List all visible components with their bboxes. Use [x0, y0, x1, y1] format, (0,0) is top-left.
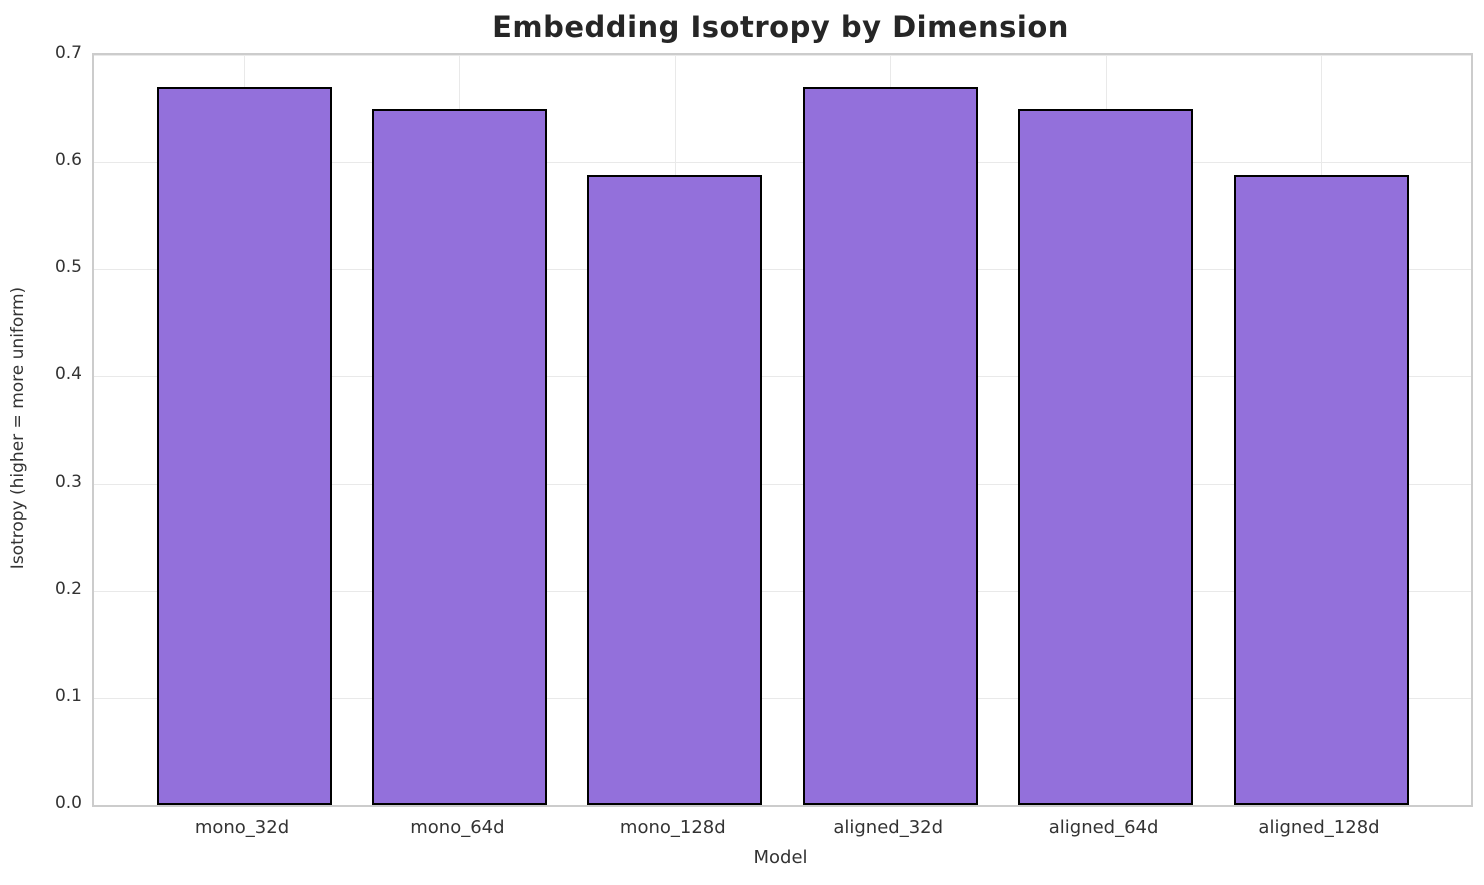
y-tick-label-0.1: 0.1 — [54, 685, 82, 706]
bar-aligned_32d — [802, 87, 978, 805]
h-gridline-0.7 — [94, 55, 1471, 56]
h-gridline-0.1 — [94, 697, 1471, 699]
y-tick-label-0.3: 0.3 — [54, 471, 82, 492]
bar-mono_64d — [371, 108, 547, 805]
y-tick-label-0.5: 0.5 — [54, 257, 82, 278]
bar-mono_128d — [587, 175, 763, 805]
bar-aligned_128d — [1233, 175, 1409, 805]
x-tick-label-aligned_32d: aligned_32d — [833, 817, 944, 838]
h-gridline-0.3 — [94, 483, 1471, 485]
y-tick-label-0.2: 0.2 — [54, 578, 82, 599]
h-gridline-0.2 — [94, 590, 1471, 592]
x-tick-label-mono_32d: mono_32d — [194, 817, 290, 838]
h-gridline-0.4 — [94, 376, 1471, 378]
h-gridline-0.5 — [94, 269, 1471, 271]
h-gridline-0.6 — [94, 162, 1471, 164]
bar-mono_32d — [156, 87, 332, 805]
y-tick-label-0.6: 0.6 — [54, 150, 82, 171]
y-tick-label-0.4: 0.4 — [54, 364, 82, 385]
x-tick-label-mono_128d: mono_128d — [619, 817, 726, 838]
plot-area — [92, 53, 1473, 807]
x-axis-label: Model — [753, 847, 808, 868]
x-tick-label-aligned_64d: aligned_64d — [1048, 817, 1159, 838]
x-tick-label-mono_64d: mono_64d — [410, 817, 505, 838]
y-tick-label-0.7: 0.7 — [54, 43, 82, 63]
bar-aligned_64d — [1018, 108, 1194, 805]
chart-title: Embedding Isotropy by Dimension — [492, 10, 1069, 44]
x-tick-label-aligned_128d: aligned_128d — [1258, 817, 1380, 838]
y-tick-label-0.0: 0.0 — [54, 793, 82, 813]
y-axis-label-text: Isotropy (higher = more uniform) — [8, 286, 28, 570]
